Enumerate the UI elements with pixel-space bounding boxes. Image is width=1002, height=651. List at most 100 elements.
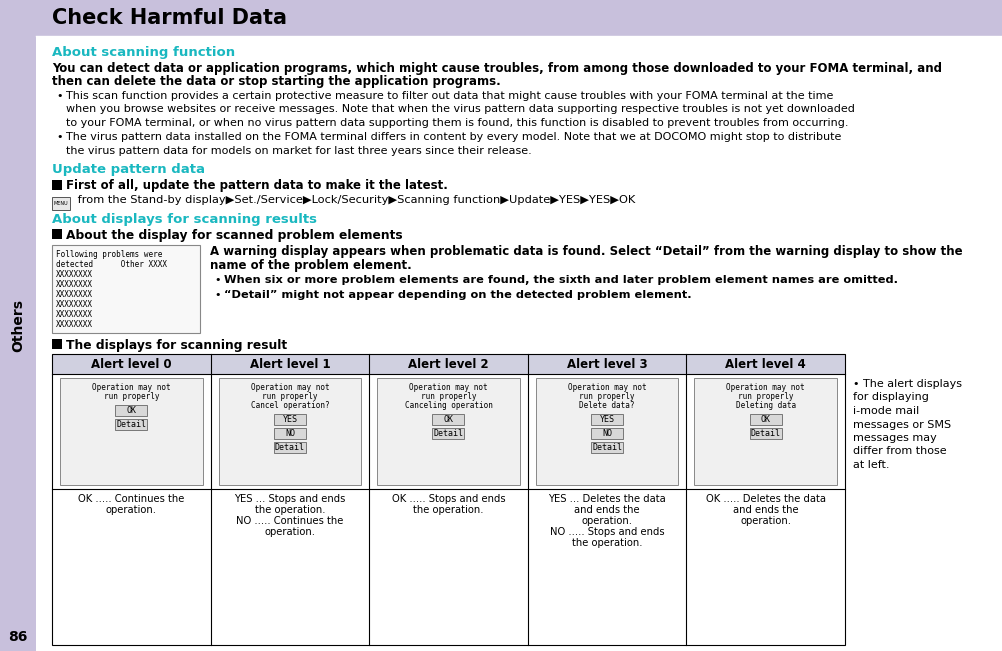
Text: XXXXXXXX: XXXXXXXX [56,310,93,319]
Text: When six or more problem elements are found, the sixth and later problem element: When six or more problem elements are fo… [223,275,897,285]
Text: then can delete the data or stop starting the application programs.: then can delete the data or stop startin… [52,76,500,89]
Text: •: • [213,290,220,301]
Bar [432,428,464,439]
Text: XXXXXXXX: XXXXXXXX [56,270,93,279]
Text: OK ..... Stops and ends: OK ..... Stops and ends [392,494,505,504]
Text: You can detect data or application programs, which might cause troubles, from am: You can detect data or application progr… [52,62,941,75]
Text: 86: 86 [8,630,28,644]
Bar [52,180,62,189]
Bar [0,0,36,651]
Text: Detail: Detail [275,443,305,452]
Text: NO ..... Continues the: NO ..... Continues the [236,516,344,526]
Text: name of the problem element.: name of the problem element. [209,258,412,271]
Text: Operation may not: Operation may not [567,383,645,392]
Text: Alert level 2: Alert level 2 [408,357,488,370]
Text: differ from those: differ from those [852,447,946,456]
Text: OK: OK [760,415,770,424]
Text: About the display for scanned problem elements: About the display for scanned problem el… [66,229,402,242]
Text: OK ..... Continues the: OK ..... Continues the [78,494,184,504]
Text: and ends the: and ends the [574,505,639,515]
Text: XXXXXXXX: XXXXXXXX [56,280,93,289]
Bar [590,414,622,425]
Text: First of all, update the pattern data to make it the latest.: First of all, update the pattern data to… [66,180,448,193]
Text: the operation.: the operation. [571,538,641,548]
Text: operation.: operation. [581,516,632,526]
Text: Deleting data: Deleting data [734,401,795,410]
Text: from the Stand-by display▶Set./Service▶Lock/Security▶Scanning function▶Update▶YE: from the Stand-by display▶Set./Service▶L… [74,195,634,205]
Text: This scan function provides a certain protective measure to filter out data that: This scan function provides a certain pr… [66,91,833,101]
Text: operation.: operation. [739,516,791,526]
Text: Operation may not: Operation may not [409,383,487,392]
Text: The displays for scanning result: The displays for scanning result [66,339,287,352]
Bar [52,197,70,210]
Bar [52,354,844,374]
Bar [60,378,202,485]
Text: the virus pattern data for models on market for last three years since their rel: the virus pattern data for models on mar… [66,146,531,156]
Text: “Detail” might not appear depending on the detected problem element.: “Detail” might not appear depending on t… [223,290,691,301]
Text: OK: OK [126,406,136,415]
Text: the operation.: the operation. [255,505,325,515]
Text: About displays for scanning results: About displays for scanning results [52,212,317,225]
Text: YES: YES [599,415,614,424]
Text: Detail: Detail [749,429,780,438]
Bar [432,414,464,425]
Bar [218,378,361,485]
Text: OK ..... Deletes the data: OK ..... Deletes the data [705,494,825,504]
Text: Alert level 3: Alert level 3 [566,357,646,370]
Text: Operation may not: Operation may not [250,383,329,392]
Text: Operation may not: Operation may not [725,383,805,392]
Text: Alert level 1: Alert level 1 [249,357,330,370]
Text: Cancel operation?: Cancel operation? [250,401,329,410]
Text: detected      Other XXXX: detected Other XXXX [56,260,167,269]
Text: Others: Others [11,299,25,352]
Bar [748,428,781,439]
Text: Canceling operation: Canceling operation [404,401,492,410]
Text: Detail: Detail [591,443,621,452]
Text: NO: NO [285,429,295,438]
Text: Delete data?: Delete data? [579,401,634,410]
Bar [590,442,622,453]
Text: at left.: at left. [852,460,889,470]
Text: Alert level 4: Alert level 4 [724,357,806,370]
Bar [52,245,199,333]
Bar [36,0,1002,36]
Bar [52,229,62,238]
Bar [274,442,306,453]
Text: run properly: run properly [103,392,159,401]
Text: when you browse websites or receive messages. Note that when the virus pattern d: when you browse websites or receive mess… [66,105,854,115]
Bar [748,414,781,425]
Text: messages may: messages may [852,433,936,443]
Bar [52,354,844,645]
Bar [52,339,62,349]
Text: and ends the: and ends the [732,505,798,515]
Text: YES ... Deletes the data: YES ... Deletes the data [548,494,665,504]
Text: About scanning function: About scanning function [52,46,234,59]
Text: YES: YES [283,415,298,424]
Text: NO ..... Stops and ends: NO ..... Stops and ends [549,527,663,537]
Text: XXXXXXXX: XXXXXXXX [56,290,93,299]
Text: •: • [56,91,62,101]
Text: The virus pattern data installed on the FOMA terminal differs in content by ever: The virus pattern data installed on the … [66,133,841,143]
Text: run properly: run properly [262,392,318,401]
Text: XXXXXXXX: XXXXXXXX [56,300,93,309]
Text: operation.: operation. [265,527,315,537]
Text: the operation.: the operation. [413,505,483,515]
Text: operation.: operation. [105,505,156,515]
Text: OK: OK [443,415,453,424]
Text: Check Harmful Data: Check Harmful Data [52,8,287,28]
Bar [274,414,306,425]
Text: XXXXXXXX: XXXXXXXX [56,320,93,329]
Text: run properly: run properly [420,392,476,401]
Text: Update pattern data: Update pattern data [52,163,204,176]
Text: run properly: run properly [579,392,634,401]
Text: to your FOMA terminal, or when no virus pattern data supporting them is found, t: to your FOMA terminal, or when no virus … [66,118,848,128]
Text: • The alert displays: • The alert displays [852,379,961,389]
Bar [377,378,519,485]
Text: Following problems were: Following problems were [56,250,162,259]
Bar [693,378,836,485]
Text: i-mode mail: i-mode mail [852,406,919,416]
Text: Detail: Detail [116,420,146,429]
Bar [590,428,622,439]
Text: run properly: run properly [737,392,793,401]
Text: MENU: MENU [54,201,68,206]
